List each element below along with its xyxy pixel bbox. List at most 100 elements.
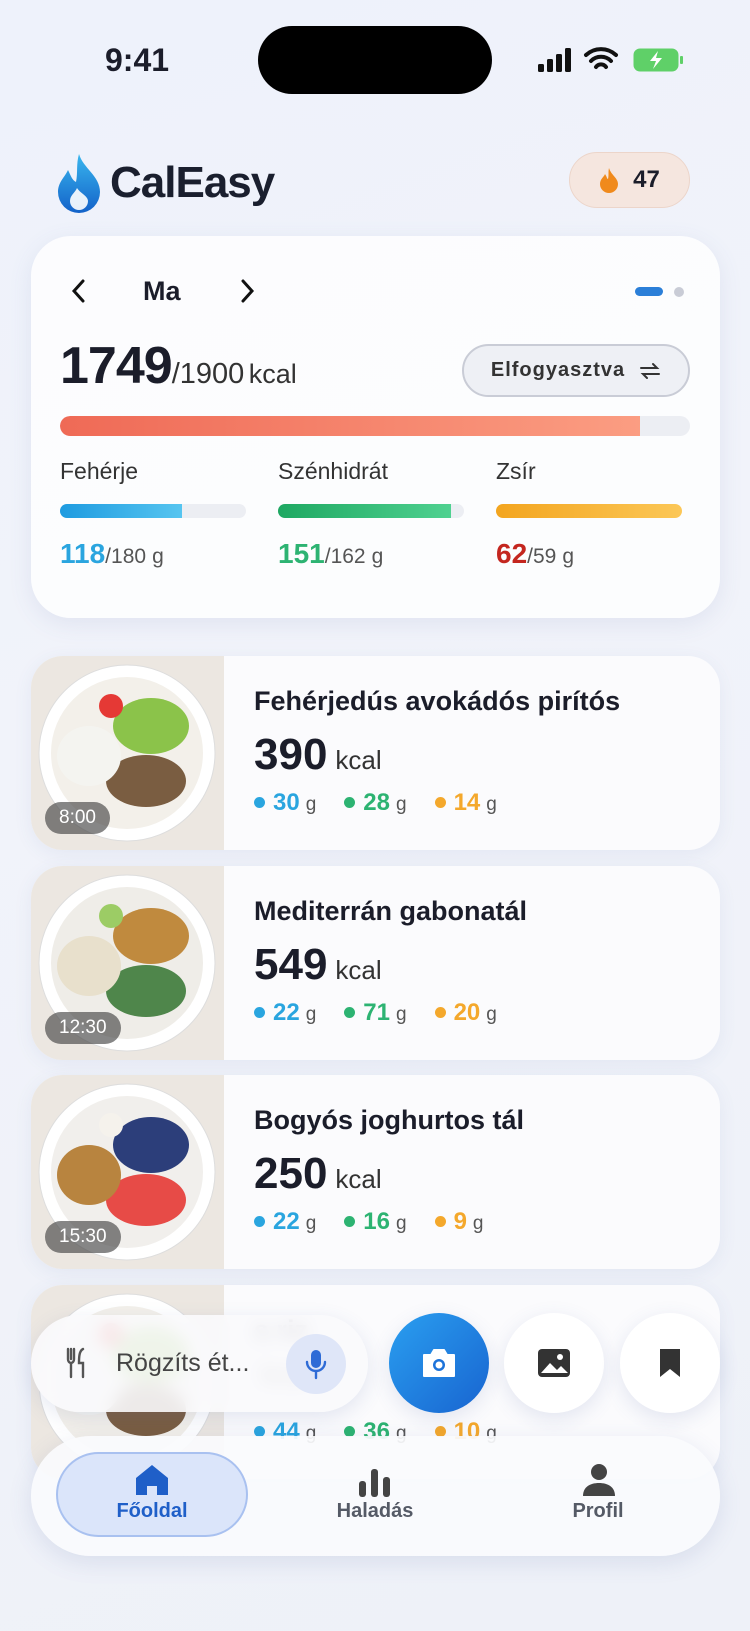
macro-bar	[60, 504, 182, 518]
macro-grams: 9	[453, 1208, 467, 1235]
streak-icon	[600, 168, 619, 193]
summary-card: Ma 1749/1900 kcal Elfogyasztva Fehérje 11…	[31, 236, 720, 618]
consumed: 1749	[60, 337, 173, 395]
macro-dot	[344, 1216, 356, 1227]
macro-dot	[344, 797, 356, 808]
streak-count: 47	[633, 166, 660, 193]
macro-grams: 22	[273, 1208, 300, 1235]
streak-pill[interactable]: 47	[569, 152, 690, 208]
kcal-value: 250	[254, 1149, 328, 1198]
meal-name: Mediterrán gabonatál	[254, 895, 528, 926]
macro-grams: 30	[273, 789, 300, 816]
status-icons	[538, 47, 683, 72]
food-illustration	[38, 874, 216, 1051]
macro-name: Szénhidrát	[278, 458, 388, 484]
meal-macros: 22 g 16 g 9 g	[254, 1208, 512, 1236]
macro-amount: 62/59 g	[496, 538, 574, 570]
meal-kcal: 549 kcal	[254, 940, 382, 990]
macro-target: 162	[330, 545, 366, 568]
status-time: 9:41	[105, 42, 170, 78]
day-label: Ma	[143, 276, 181, 306]
meal-time: 15:30	[45, 1221, 121, 1253]
calorie-total: 1749/1900 kcal	[60, 336, 297, 396]
macro-unit: g	[486, 794, 497, 815]
macro-unit: g	[305, 1003, 317, 1025]
macro-unit: g	[395, 1422, 407, 1444]
macro-value: 151	[278, 538, 325, 569]
macro-unit: g	[486, 1003, 497, 1025]
food-illustration	[38, 664, 216, 842]
macro-unit: g	[472, 1213, 484, 1234]
macro-unit: g	[395, 1213, 407, 1234]
meal-kcal: 250 kcal	[254, 1149, 382, 1199]
macro-track	[60, 504, 246, 518]
macro-grams: 14	[453, 789, 481, 816]
calorie-bar	[60, 416, 640, 436]
progress-icon	[359, 1469, 390, 1497]
macro-grams: 16	[363, 1208, 390, 1235]
food-illustration	[38, 1083, 216, 1261]
meal-name: Bogyós joghurtos tál	[254, 1105, 524, 1135]
macro-grams: 22	[273, 998, 300, 1026]
macro-dot	[434, 1006, 446, 1018]
prev-day[interactable]	[69, 278, 89, 304]
meal-macros: 22 g 71 g 20 g	[254, 999, 525, 1027]
input-bar[interactable]: Rögzíts ét...	[31, 1315, 368, 1412]
macro-dot	[434, 1216, 446, 1227]
gallery-button[interactable]	[504, 1313, 604, 1413]
macro-unit: g	[152, 545, 164, 568]
macro-dot	[344, 1006, 356, 1018]
macro-value: 118	[60, 538, 106, 569]
kcal-value: 390	[254, 730, 328, 779]
cutlery-icon	[66, 1347, 85, 1379]
saved-button[interactable]	[620, 1313, 720, 1413]
macro-unit: g	[395, 1003, 407, 1025]
kcal-unit: kcal	[335, 745, 382, 775]
meal-name: Fehérjedús avokádós pirítós	[254, 686, 621, 716]
meal-card[interactable]: 8:00 Fehérjedús avokádós pirítós 390 kcal 30…	[31, 656, 720, 850]
next-day[interactable]	[237, 278, 257, 304]
meal-macros: 30 g 28 g 14 g	[254, 789, 525, 817]
macro-unit: g	[486, 1422, 497, 1444]
macro-sep: /	[527, 545, 533, 568]
macro-sep: /	[324, 545, 331, 568]
goal-sep: /	[171, 358, 180, 390]
macro-track	[278, 504, 464, 518]
mode-toggle[interactable]: Elfogyasztva	[462, 344, 690, 397]
macro-target: 59	[533, 545, 557, 568]
meal-photo: 15:30	[31, 1075, 224, 1269]
gallery-icon	[538, 1349, 570, 1377]
bookmark-icon	[660, 1349, 680, 1377]
page-dot	[674, 287, 684, 297]
dynamic-island	[258, 26, 492, 94]
macro-unit: g	[305, 1213, 317, 1234]
macro-unit: g	[395, 794, 407, 815]
mic-icon	[305, 1350, 327, 1380]
macro-dot	[254, 1216, 265, 1227]
macro-target: 180	[111, 545, 147, 568]
profile-icon	[583, 1464, 615, 1496]
macro-dot	[254, 1425, 265, 1437]
macro-dot	[254, 1006, 265, 1018]
mic-button[interactable]	[286, 1334, 346, 1394]
macro-track	[496, 504, 682, 518]
meal-photo: 12:30	[31, 865, 224, 1060]
macro-grams: 71	[363, 998, 390, 1026]
calorie-track	[60, 416, 690, 436]
macro-amount: 118/180 g	[60, 538, 164, 570]
tab-profile[interactable]: Profil	[572, 1500, 624, 1522]
meal-card[interactable]: 12:30 Mediterrán gabonatál 549 kcal 22 g 71 g 20…	[31, 865, 720, 1060]
meal-time: 12:30	[45, 1011, 121, 1044]
home-icon	[136, 1465, 168, 1495]
app-name: CalEasy	[110, 158, 275, 207]
macro-dot	[434, 1425, 446, 1437]
tab-home[interactable]: Főoldal	[116, 1500, 188, 1522]
camera-icon	[423, 1349, 455, 1377]
macro-dot	[344, 1425, 356, 1437]
camera-button[interactable]	[389, 1313, 489, 1413]
unit: kcal	[248, 359, 297, 389]
logo-icon	[58, 154, 100, 213]
tab-progress[interactable]: Haladás	[336, 1500, 414, 1522]
meal-card[interactable]: 15:30 Bogyós joghurtos tál 250 kcal 22 g 16 g 9 g	[31, 1075, 720, 1269]
macro-bar	[278, 504, 452, 518]
